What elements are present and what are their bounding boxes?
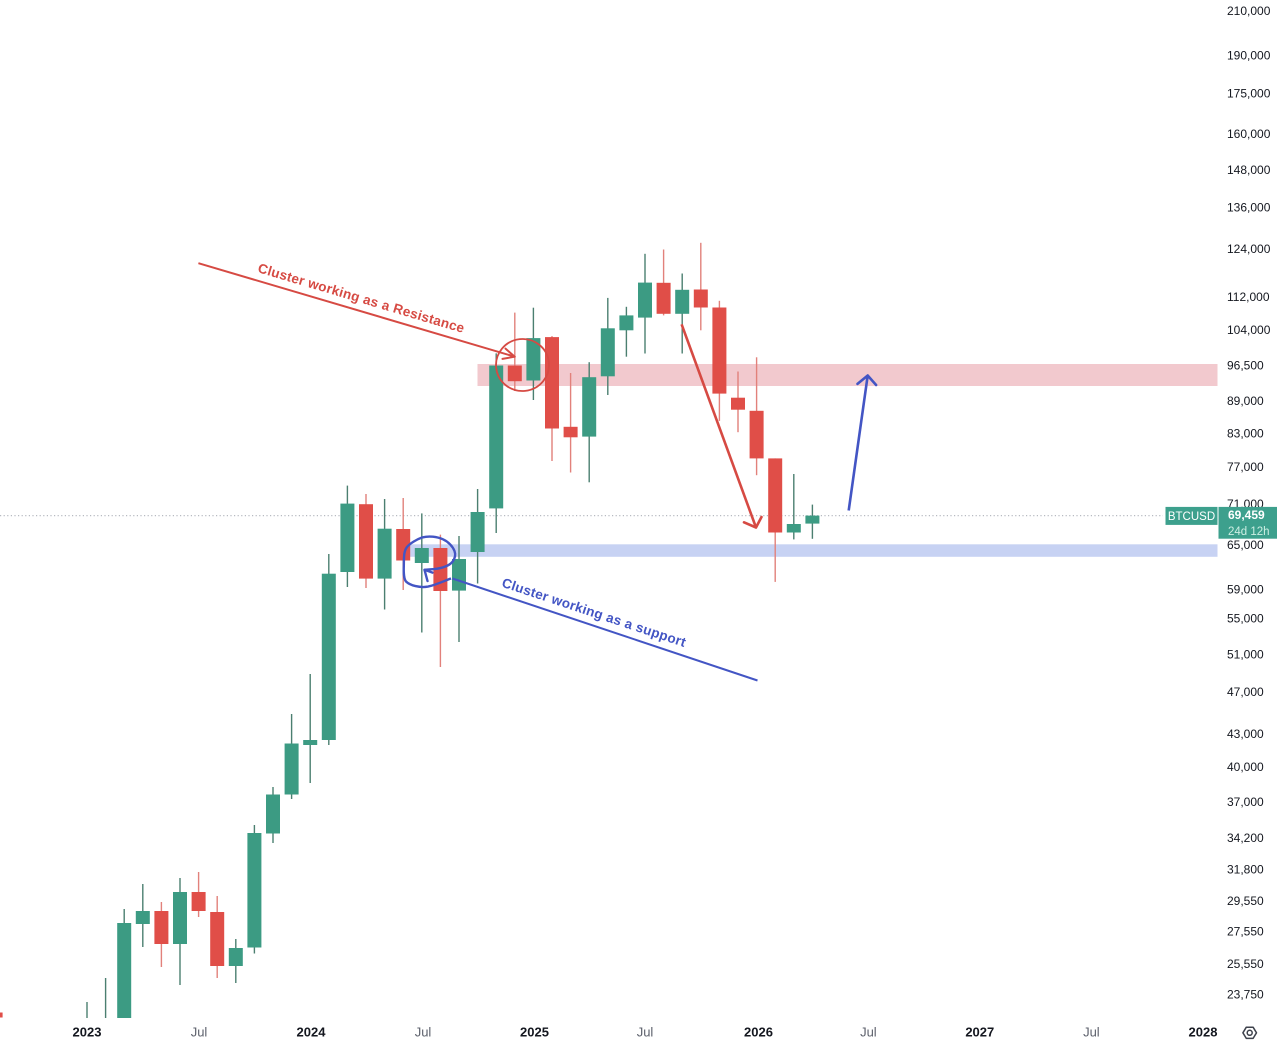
svg-text:2026: 2026 [744, 1025, 773, 1040]
svg-text:69,459: 69,459 [1228, 508, 1265, 522]
svg-text:29,550: 29,550 [1227, 894, 1264, 908]
svg-text:59,000: 59,000 [1227, 583, 1264, 597]
svg-text:43,000: 43,000 [1227, 727, 1264, 741]
svg-text:2027: 2027 [965, 1025, 994, 1040]
svg-text:96,500: 96,500 [1227, 359, 1264, 373]
svg-text:31,800: 31,800 [1227, 863, 1264, 877]
svg-text:34,200: 34,200 [1227, 831, 1264, 845]
svg-text:190,000: 190,000 [1227, 49, 1271, 63]
svg-text:89,000: 89,000 [1227, 394, 1264, 408]
svg-text:2024: 2024 [297, 1025, 327, 1040]
svg-text:40,000: 40,000 [1227, 760, 1264, 774]
svg-text:2025: 2025 [520, 1025, 549, 1040]
svg-text:55,000: 55,000 [1227, 612, 1264, 626]
svg-text:Jul: Jul [637, 1025, 654, 1040]
svg-text:112,000: 112,000 [1227, 290, 1270, 304]
svg-text:47,000: 47,000 [1227, 685, 1264, 699]
svg-text:124,000: 124,000 [1227, 242, 1271, 256]
svg-text:210,000: 210,000 [1227, 4, 1271, 18]
svg-text:37,000: 37,000 [1227, 795, 1264, 809]
svg-text:Jul: Jul [415, 1025, 432, 1040]
svg-text:25,550: 25,550 [1227, 957, 1264, 971]
svg-text:2023: 2023 [73, 1025, 102, 1040]
svg-text:Jul: Jul [191, 1025, 208, 1040]
svg-text:BTCUSD: BTCUSD [1168, 511, 1215, 523]
svg-text:23,750: 23,750 [1227, 988, 1264, 1002]
svg-text:2028: 2028 [1189, 1025, 1218, 1040]
svg-text:104,000: 104,000 [1227, 323, 1271, 337]
svg-text:83,000: 83,000 [1227, 427, 1264, 441]
svg-text:77,000: 77,000 [1227, 460, 1264, 474]
svg-text:Jul: Jul [1083, 1025, 1100, 1040]
svg-text:65,000: 65,000 [1227, 538, 1264, 552]
svg-text:Jul: Jul [860, 1025, 877, 1040]
svg-text:160,000: 160,000 [1227, 127, 1271, 141]
svg-text:51,000: 51,000 [1227, 648, 1264, 662]
svg-text:148,000: 148,000 [1227, 163, 1271, 177]
svg-text:175,000: 175,000 [1227, 87, 1271, 101]
svg-text:24d 12h: 24d 12h [1228, 526, 1270, 538]
svg-text:27,550: 27,550 [1227, 925, 1264, 939]
svg-text:136,000: 136,000 [1227, 201, 1271, 215]
